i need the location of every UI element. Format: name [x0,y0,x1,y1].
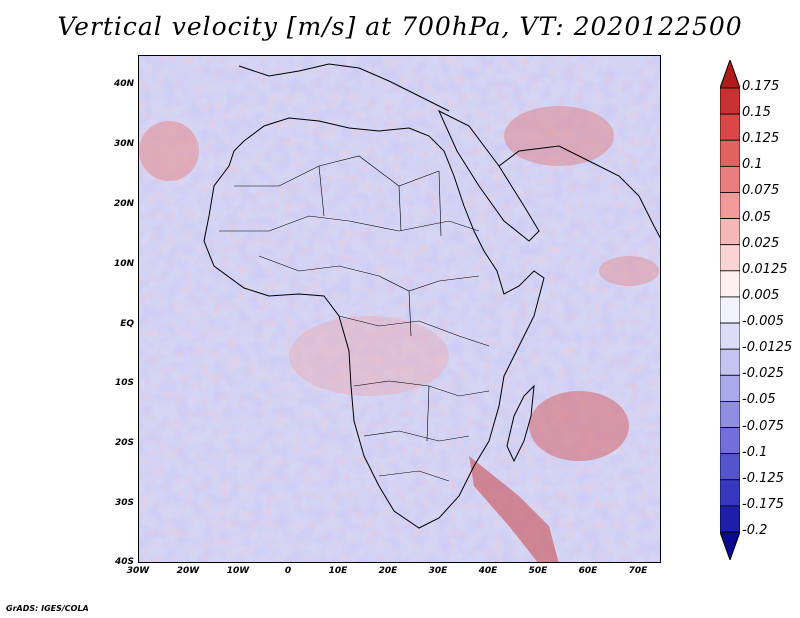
colorbar-tick-label: 0.175 [742,79,780,94]
colorbar-segment [720,218,740,246]
colorbar-tick-label: 0.1 [742,157,763,173]
lat-label-20s: 20S [114,438,134,448]
colorbar-tick-label: 0.025 [742,235,780,251]
colorbar-segment [720,453,740,481]
colorbar-segment [720,374,740,402]
colorbar-tick-label: 0.05 [742,209,771,225]
coastlines [203,63,660,529]
colorbar-segment [720,531,740,560]
lat-label-10s: 10S [114,378,134,388]
vertical-velocity-map [139,56,660,562]
colorbar [720,60,740,560]
colorbar-segment [720,244,740,272]
lon-label-50e: 50E [528,566,548,576]
colorbar-segment [720,296,740,324]
colorbar-segment [720,479,740,507]
colorbar-tick-label: -0.05 [742,392,776,408]
lat-label-40s: 40S [114,557,134,567]
colorbar-segment [720,270,740,298]
colorbar-segment [720,192,740,219]
lon-label-30w: 30W [126,566,150,576]
ascent-zone-arabian-sea [599,256,659,286]
colorbar-tick-label: 0.075 [742,183,780,199]
colorbar-segment [720,87,740,115]
colorbar-tick-label: -0.005 [742,314,784,330]
colorbar-tick-label: -0.2 [742,523,768,538]
colorbar-tick-label: 0.125 [742,131,780,147]
colorbar-segment [720,139,740,167]
colorbar-segment [720,60,740,89]
colorbar-tick-label: 0.005 [742,287,780,303]
lon-label-20w: 20W [176,566,200,576]
colorbar-segment [720,322,740,350]
lon-label-10e: 10E [328,566,348,576]
footer-credit: GrADS: IGES/COLA [6,604,89,613]
colorbar-tick-label: -0.175 [742,496,784,512]
lon-label-40e: 40E [478,566,498,576]
colorbar-segment [720,113,740,141]
map-panel [138,55,661,563]
country-borders [219,155,490,482]
ascent-zone-cyclone [529,391,629,461]
ascent-band-mozambique [469,456,559,562]
colorbar-tick-label: -0.125 [742,470,784,486]
lon-label-20e: 20E [378,566,398,576]
colorbar-tick-label: -0.075 [742,418,784,434]
ascent-zone-congo [289,316,449,396]
ascent-zone-iran [504,106,614,166]
colorbar-segment [720,348,740,376]
lon-label-70e: 70E [628,566,648,576]
colorbar-tick-label: -0.1 [742,444,768,460]
map-title: Vertical velocity [m/s] at 700hPa, VT: 2… [57,12,743,41]
lat-label-10n: 10N [113,259,134,269]
lat-label-eq: EQ [120,319,134,329]
lat-label-30n: 30N [113,139,134,149]
field-texture-red [139,56,660,562]
lat-label-30s: 30S [114,498,134,508]
lon-label-30e: 30E [428,566,448,576]
colorbar-tick-label: -0.0125 [742,340,793,356]
colorbar-segment [720,401,740,428]
lon-label-0: 0 [284,566,292,576]
colorbar-segment [720,165,740,193]
lat-label-20n: 20N [113,199,134,209]
colorbar-segment [720,505,740,533]
colorbar-tick-label: 0.0125 [742,261,788,277]
lon-label-10w: 10W [226,566,250,576]
lat-label-40n: 40N [113,79,134,89]
colorbar-tick-label: -0.025 [742,366,784,382]
ascent-zone-atlantic [139,121,199,181]
lon-label-60e: 60E [578,566,598,576]
colorbar-segment [720,427,740,455]
colorbar-tick-label: 0.15 [742,105,771,121]
